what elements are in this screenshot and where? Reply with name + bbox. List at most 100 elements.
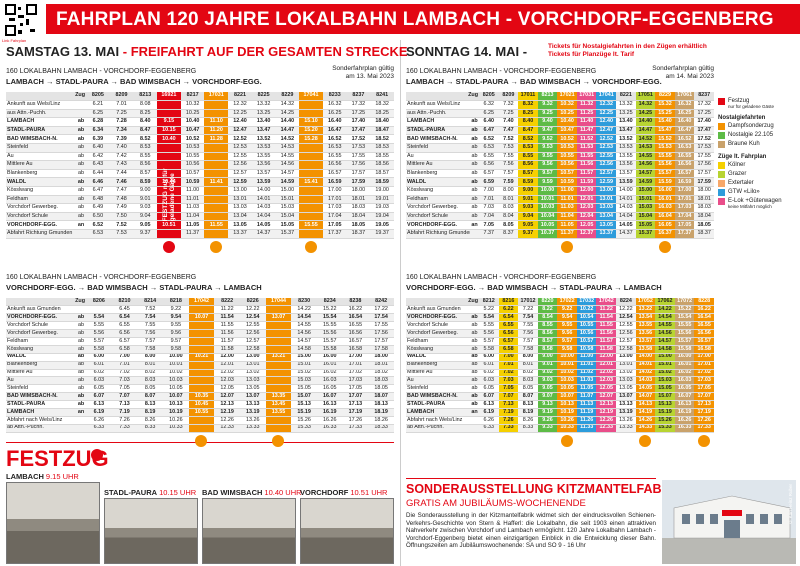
station: Feldham xyxy=(406,195,470,205)
time: 13.45 xyxy=(265,400,292,409)
time: 11.04 xyxy=(557,212,577,222)
legend-note: nur für geladene Gäste xyxy=(728,104,775,109)
time: 6.01 xyxy=(86,361,112,370)
timetable-row: aus Attn.-Puchh. 6.25 7.25 8.25 9.25 10.25 11.… xyxy=(406,109,714,119)
time: 7.58 xyxy=(518,345,538,354)
time: 6.03 xyxy=(86,376,112,386)
time: 10.40 xyxy=(157,134,181,145)
time: 11.32 xyxy=(576,100,597,110)
time: 17.52 xyxy=(346,134,371,145)
time: 14.32 xyxy=(635,100,656,110)
train-number: 8229 xyxy=(655,92,675,102)
time: 16.57 xyxy=(674,169,695,179)
time: 10.40 xyxy=(557,117,577,127)
time: 9.57 xyxy=(537,169,558,179)
time: 15.57 xyxy=(674,337,695,346)
time: 15.00 xyxy=(291,353,317,362)
time: 15.37 xyxy=(635,229,656,239)
time: 10.33 xyxy=(557,424,577,433)
time: 7.01 xyxy=(111,361,138,370)
time: 6.40 xyxy=(479,117,499,127)
time: 8.05 xyxy=(518,384,538,394)
direction: ab xyxy=(76,212,87,222)
time: 9.03 xyxy=(133,203,158,213)
time: 17.02 xyxy=(342,369,369,378)
time: 15.55 xyxy=(299,220,323,230)
validity-line: Sonderfahrplan gültig xyxy=(332,65,394,72)
time: 7.56 xyxy=(498,160,519,170)
time: 7.46 xyxy=(109,177,134,188)
time: 15.41 xyxy=(299,177,323,188)
time: 18.05 xyxy=(346,220,371,230)
time: 14.52 xyxy=(275,134,300,145)
timetable-row: Steinfeld ab 6.40 7.40 8.53 10.53 12.53 13.53 14… xyxy=(6,143,394,153)
station: Abfahrt Richtung Gmunden xyxy=(406,229,470,239)
time: 7.04 xyxy=(479,212,499,222)
time xyxy=(157,203,181,213)
station: Vorchdorf Gewerbeg. xyxy=(6,203,76,213)
time: 13.55 xyxy=(251,152,276,162)
time: 11.03 xyxy=(576,376,597,386)
time: 9.32 xyxy=(537,100,558,110)
time xyxy=(299,229,323,239)
time: 15.56 xyxy=(316,329,343,338)
time: 16.47 xyxy=(674,126,695,136)
station: Vorchdorf Schule xyxy=(6,212,76,222)
legend-item: Festzug nur für geladene Gäste xyxy=(718,98,798,109)
time: 11.01 xyxy=(557,195,577,205)
direction: ab xyxy=(470,400,480,409)
time: 15.07 xyxy=(655,392,675,402)
time: 5.57 xyxy=(86,337,112,346)
time: 9.57 xyxy=(163,337,189,346)
time: 15.53 xyxy=(655,143,675,153)
time: 9.55 xyxy=(557,321,577,331)
time: 9.00 xyxy=(518,186,538,196)
time: 10.00 xyxy=(163,353,189,362)
direction: ab xyxy=(470,169,480,179)
time: 13.00 xyxy=(228,186,252,196)
time: 6.56 xyxy=(498,329,519,338)
time: 16.56 xyxy=(322,160,347,170)
time: 15.59 xyxy=(655,177,675,188)
station: Blankenberg xyxy=(406,169,470,179)
legend-item: Nostalgie 22.105 xyxy=(718,132,798,139)
time: 11.55 xyxy=(214,321,240,331)
time: 5.54 xyxy=(479,313,499,323)
time: 8.56 xyxy=(537,329,558,338)
time: 15.57 xyxy=(316,337,343,346)
time: 9.22 xyxy=(557,305,577,315)
train-number: 17041 xyxy=(596,92,617,102)
time: 15.13 xyxy=(291,400,317,409)
timetable-row: Abfahrt nach Wels/Linz 6.26 7.26 8.26 10.26 1… xyxy=(6,416,394,425)
time: 15.32 xyxy=(655,100,675,110)
time: 11.03 xyxy=(557,203,577,213)
time: 6.19 xyxy=(479,408,499,417)
direction: ab xyxy=(470,177,480,188)
time: 18.52 xyxy=(370,134,394,145)
time: 7.32 xyxy=(498,100,519,110)
direction xyxy=(470,424,480,433)
time: 17.32 xyxy=(346,100,371,110)
time: 15.33 xyxy=(291,424,317,433)
station: Au xyxy=(6,376,77,386)
train-badge xyxy=(561,434,574,447)
time: 7.13 xyxy=(498,400,519,409)
direction: ab xyxy=(470,126,480,136)
tagline: - FREIFAHRT AUF DER GESAMTEN STRECKE xyxy=(119,44,408,59)
validity-note: Sonderfahrplan gültig am 14. Mai 2023 xyxy=(634,65,714,80)
time: 13.54 xyxy=(635,313,656,323)
time: 11.55 xyxy=(204,220,229,230)
time xyxy=(299,109,323,119)
timetable-row: Vorchdorf Gewerbeg. ab 5.56 6.56 7.56 9.56 11.… xyxy=(6,329,394,338)
timetable-row: Feldham ab 5.57 6.57 7.57 8.57 9.57 10.57 11.57 1… xyxy=(406,337,714,346)
time: 10.55 xyxy=(576,321,597,331)
time: 14.57 xyxy=(291,337,317,346)
time: 13.53 xyxy=(616,143,636,153)
time: 7.55 xyxy=(137,321,163,331)
time: 15.00 xyxy=(275,186,300,196)
time: 15.54 xyxy=(316,313,343,323)
time xyxy=(188,369,215,378)
time: 6.57 xyxy=(479,169,499,179)
time: 7.54 xyxy=(518,313,538,323)
time: 7.50 xyxy=(109,212,134,222)
